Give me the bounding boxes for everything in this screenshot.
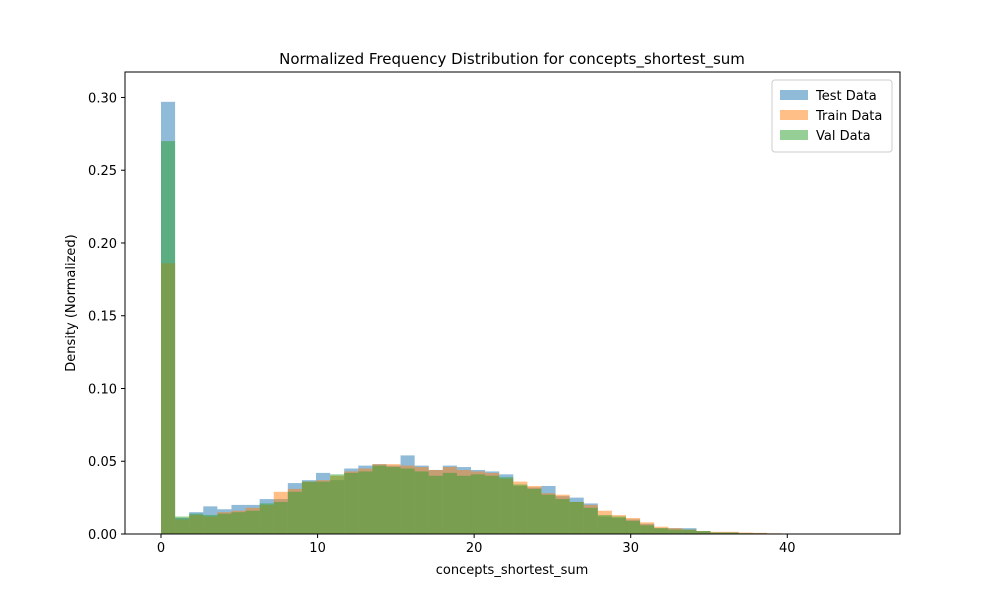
bar bbox=[400, 468, 415, 534]
y-tick-label: 0.25 bbox=[88, 164, 117, 179]
bar bbox=[710, 532, 725, 534]
y-tick-label: 0.00 bbox=[88, 528, 117, 543]
legend-swatch bbox=[780, 110, 808, 120]
bar bbox=[287, 491, 302, 534]
y-tick-label: 0.10 bbox=[88, 382, 117, 397]
bar bbox=[414, 471, 429, 534]
x-tick-label: 10 bbox=[309, 541, 326, 556]
bar bbox=[513, 484, 528, 534]
x-axis-label: concepts_shortest_sum bbox=[436, 563, 589, 578]
bar bbox=[456, 475, 472, 534]
bars-layer bbox=[161, 101, 782, 534]
y-axis-label: Density (Normalized) bbox=[64, 234, 79, 371]
x-tick-label: 20 bbox=[466, 541, 483, 556]
bar bbox=[386, 467, 401, 534]
y-tick-label: 0.30 bbox=[88, 91, 117, 106]
bar bbox=[372, 465, 387, 534]
bar bbox=[358, 471, 373, 534]
bar bbox=[273, 501, 288, 534]
bar bbox=[316, 481, 331, 534]
y-tick-label: 0.20 bbox=[88, 237, 117, 252]
bar bbox=[217, 513, 232, 534]
legend-label: Val Data bbox=[816, 129, 871, 144]
bar bbox=[203, 515, 218, 534]
axes-layer: 0 10 20 30 40 0.00 0.05 0.10 0.15 0.20 0.25 0.30 bbox=[88, 71, 901, 556]
bar bbox=[640, 525, 655, 534]
bar bbox=[259, 503, 274, 534]
bar bbox=[161, 141, 176, 534]
bar bbox=[626, 520, 641, 534]
legend: Test Data Train Data Val Data bbox=[771, 79, 893, 153]
bar bbox=[654, 528, 669, 534]
legend-swatch bbox=[780, 130, 808, 140]
bar bbox=[245, 510, 260, 534]
chart-title: Normalized Frequency Distribution for co… bbox=[279, 50, 745, 69]
legend-swatch bbox=[780, 90, 808, 100]
bar bbox=[231, 512, 246, 534]
bar bbox=[428, 475, 443, 534]
plot-frame bbox=[124, 71, 901, 535]
bar bbox=[555, 499, 570, 534]
bar bbox=[471, 474, 486, 534]
bar bbox=[682, 529, 697, 534]
bar bbox=[724, 532, 739, 534]
bar bbox=[569, 501, 584, 534]
bar bbox=[344, 472, 359, 534]
bar bbox=[175, 516, 190, 534]
legend-label: Train Data bbox=[815, 109, 882, 124]
bar bbox=[442, 472, 457, 534]
bar bbox=[583, 507, 598, 534]
bar bbox=[541, 494, 556, 534]
legend-label: Test Data bbox=[815, 89, 877, 104]
y-tick-label: 0.05 bbox=[88, 455, 117, 470]
y-tick-label: 0.15 bbox=[88, 310, 117, 325]
bar bbox=[301, 481, 317, 534]
x-tick-label: 40 bbox=[779, 541, 796, 556]
bar bbox=[499, 477, 514, 534]
x-tick-label: 0 bbox=[157, 541, 165, 556]
bar bbox=[189, 513, 204, 534]
bar bbox=[696, 531, 711, 534]
bar bbox=[330, 474, 345, 534]
bar bbox=[527, 488, 542, 534]
bar bbox=[668, 529, 683, 534]
x-tick-label: 30 bbox=[622, 541, 639, 556]
bar bbox=[597, 515, 612, 534]
bar bbox=[611, 516, 627, 534]
series-val-data bbox=[161, 141, 782, 534]
bar bbox=[485, 475, 500, 534]
